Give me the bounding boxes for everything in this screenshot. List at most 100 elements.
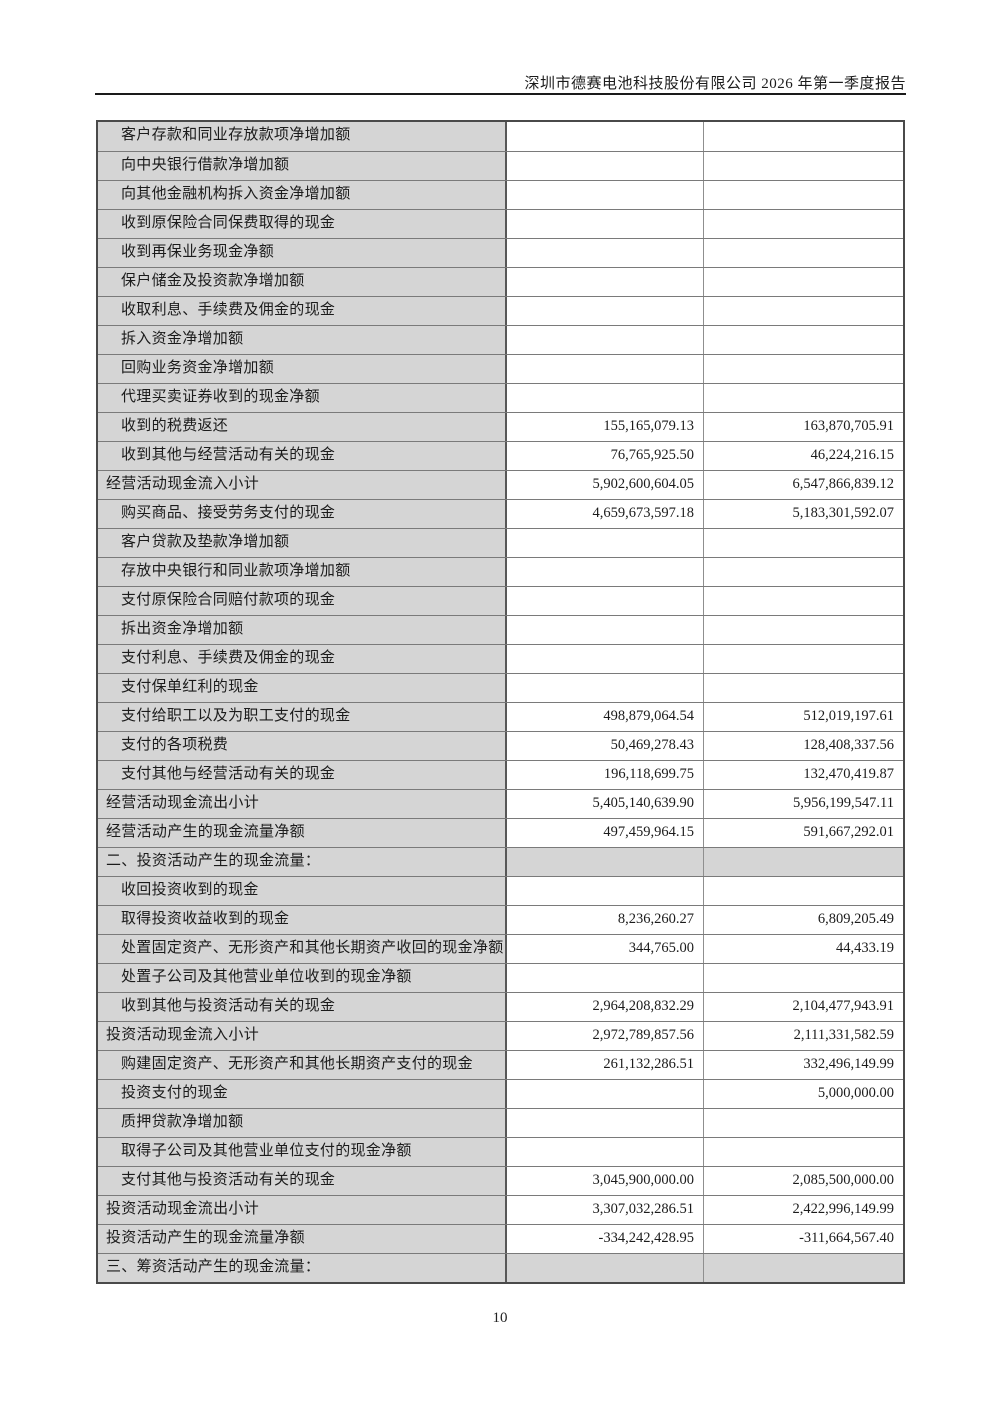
- row-label: 处置固定资产、无形资产和其他长期资产收回的现金净额: [98, 935, 507, 963]
- row-value-col2: [704, 964, 903, 992]
- row-value-col2: 6,547,866,839.12: [704, 471, 903, 499]
- row-value-col2: [704, 239, 903, 267]
- row-value-col2: 46,224,216.15: [704, 442, 903, 470]
- row-value-col1: [507, 122, 704, 151]
- row-value-col2: 5,183,301,592.07: [704, 500, 903, 528]
- table-row: 投资活动现金流出小计 3,307,032,286.51 2,422,996,149.…: [98, 1195, 903, 1224]
- table-row: 存放中央银行和同业款项净增加额: [98, 557, 903, 586]
- row-label: 投资活动现金流入小计: [98, 1022, 507, 1050]
- table-row: 支付利息、手续费及佣金的现金: [98, 644, 903, 673]
- table-row: 经营活动现金流出小计 5,405,140,639.90 5,956,199,547.…: [98, 789, 903, 818]
- row-value-col1: 4,659,673,597.18: [507, 500, 704, 528]
- row-label: 收到其他与投资活动有关的现金: [98, 993, 507, 1021]
- row-value-col2: [704, 326, 903, 354]
- row-value-col2: 2,111,331,582.59: [704, 1022, 903, 1050]
- table-row: 质押贷款净增加额: [98, 1108, 903, 1137]
- row-value-col2: [704, 587, 903, 615]
- row-label: 经营活动产生的现金流量净额: [98, 819, 507, 847]
- table-row: 收到其他与投资活动有关的现金 2,964,208,832.29 2,104,477,…: [98, 992, 903, 1021]
- row-value-col1: [507, 558, 704, 586]
- table-row: 支付给职工以及为职工支付的现金 498,879,064.54 512,019,197…: [98, 702, 903, 731]
- row-value-col2: 2,085,500,000.00: [704, 1167, 903, 1195]
- row-label: 支付其他与经营活动有关的现金: [98, 761, 507, 789]
- row-value-col1: -334,242,428.95: [507, 1225, 704, 1253]
- row-value-col1: 5,405,140,639.90: [507, 790, 704, 818]
- table-row: 投资活动产生的现金流量净额 -334,242,428.95 -311,664,567…: [98, 1224, 903, 1253]
- row-value-col1: [507, 964, 704, 992]
- table-row: 投资支付的现金 5,000,000.00: [98, 1079, 903, 1108]
- table-row: 支付其他与经营活动有关的现金 196,118,699.75 132,470,419.…: [98, 760, 903, 789]
- table-row: 向中央银行借款净增加额: [98, 151, 903, 180]
- row-value-col1: 50,469,278.43: [507, 732, 704, 760]
- table-section-row: 二、投资活动产生的现金流量：: [98, 847, 903, 876]
- row-label: 收到再保业务现金净额: [98, 239, 507, 267]
- table-row: 拆入资金净增加额: [98, 325, 903, 354]
- row-value-col1: [507, 877, 704, 905]
- row-label: 保户储金及投资款净增加额: [98, 268, 507, 296]
- row-value-col1: [507, 645, 704, 673]
- row-value-col2: [704, 1138, 903, 1166]
- page-number: 10: [492, 1310, 508, 1326]
- row-value-col2: [704, 877, 903, 905]
- table-row: 投资活动现金流入小计 2,972,789,857.56 2,111,331,582.…: [98, 1021, 903, 1050]
- table-row: 支付其他与投资活动有关的现金 3,045,900,000.00 2,085,500,…: [98, 1166, 903, 1195]
- row-label: 取得投资收益收到的现金: [98, 906, 507, 934]
- row-value-col1: 196,118,699.75: [507, 761, 704, 789]
- row-value-col1: [507, 181, 704, 209]
- table-row: 取得投资收益收到的现金 8,236,260.27 6,809,205.49: [98, 905, 903, 934]
- row-label: 客户存款和同业存放款项净增加额: [98, 122, 507, 151]
- row-label: 购建固定资产、无形资产和其他长期资产支付的现金: [98, 1051, 507, 1079]
- row-value-col1: 497,459,964.15: [507, 819, 704, 847]
- row-value-col1: 76,765,925.50: [507, 442, 704, 470]
- row-value-col1: [507, 239, 704, 267]
- row-value-col2: [704, 355, 903, 383]
- row-value-col1: 3,045,900,000.00: [507, 1167, 704, 1195]
- table-row: 收到的税费返还 155,165,079.13 163,870,705.91: [98, 412, 903, 441]
- row-label: 向中央银行借款净增加额: [98, 152, 507, 180]
- row-value-col1: [507, 152, 704, 180]
- row-value-col1: [507, 297, 704, 325]
- row-value-col2: [704, 616, 903, 644]
- row-value-col1: [507, 529, 704, 557]
- table-row: 支付原保险合同赔付款项的现金: [98, 586, 903, 615]
- row-value-col2: [704, 674, 903, 702]
- table-row: 处置子公司及其他营业单位收到的现金净额: [98, 963, 903, 992]
- row-value-col2: [704, 1254, 903, 1282]
- row-value-col2: [704, 210, 903, 238]
- table-row: 客户存款和同业存放款项净增加额: [98, 122, 903, 151]
- row-value-col2: 163,870,705.91: [704, 413, 903, 441]
- table-section-row: 三、筹资活动产生的现金流量：: [98, 1253, 903, 1282]
- row-value-col2: 512,019,197.61: [704, 703, 903, 731]
- table-row: 收到再保业务现金净额: [98, 238, 903, 267]
- row-value-col1: [507, 848, 704, 876]
- row-value-col1: [507, 326, 704, 354]
- row-value-col1: [507, 355, 704, 383]
- row-value-col1: 3,307,032,286.51: [507, 1196, 704, 1224]
- row-value-col2: [704, 384, 903, 412]
- row-label: 投资活动现金流出小计: [98, 1196, 507, 1224]
- table-row: 收回投资收到的现金: [98, 876, 903, 905]
- row-label: 支付给职工以及为职工支付的现金: [98, 703, 507, 731]
- table-row: 拆出资金净增加额: [98, 615, 903, 644]
- row-label: 收到的税费返还: [98, 413, 507, 441]
- row-value-col1: [507, 1109, 704, 1137]
- row-label: 回购业务资金净增加额: [98, 355, 507, 383]
- row-label: 经营活动现金流出小计: [98, 790, 507, 818]
- row-value-col2: [704, 152, 903, 180]
- row-value-col1: 2,972,789,857.56: [507, 1022, 704, 1050]
- row-label: 二、投资活动产生的现金流量：: [98, 848, 507, 876]
- row-label: 拆入资金净增加额: [98, 326, 507, 354]
- table-row: 回购业务资金净增加额: [98, 354, 903, 383]
- row-value-col1: [507, 587, 704, 615]
- table-row: 支付保单红利的现金: [98, 673, 903, 702]
- table-row: 保户储金及投资款净增加额: [98, 267, 903, 296]
- row-value-col2: [704, 181, 903, 209]
- row-label: 支付利息、手续费及佣金的现金: [98, 645, 507, 673]
- row-value-col1: [507, 268, 704, 296]
- header-rule: [95, 93, 906, 95]
- row-label: 取得子公司及其他营业单位支付的现金净额: [98, 1138, 507, 1166]
- row-label: 投资活动产生的现金流量净额: [98, 1225, 507, 1253]
- row-value-col1: [507, 616, 704, 644]
- row-label: 三、筹资活动产生的现金流量：: [98, 1254, 507, 1282]
- row-value-col1: [507, 1254, 704, 1282]
